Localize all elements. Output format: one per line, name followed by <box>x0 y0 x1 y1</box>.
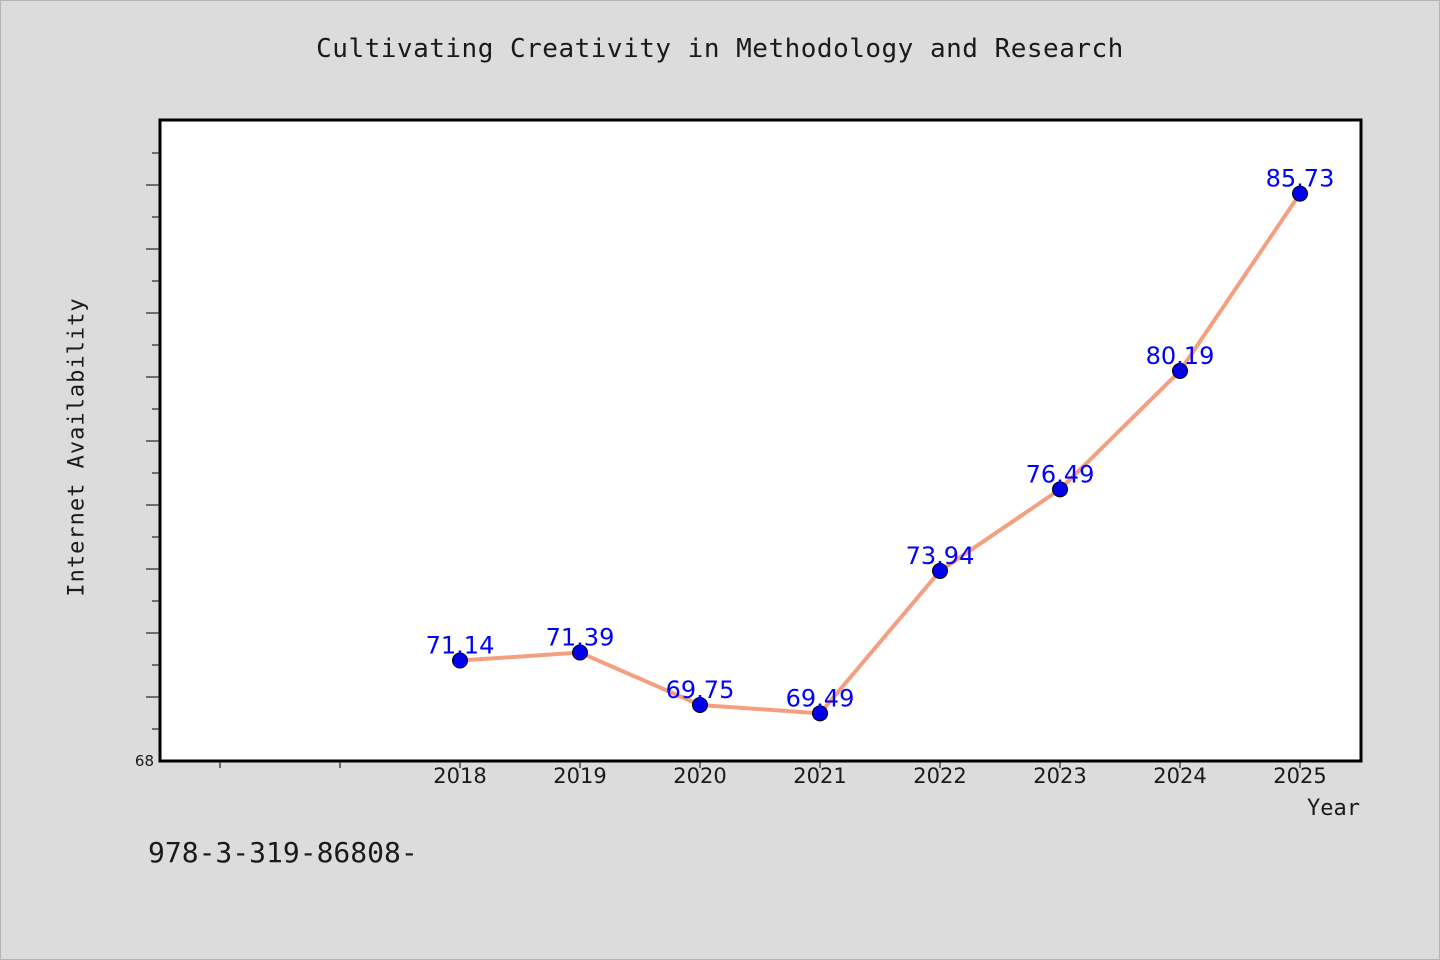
data-point <box>572 644 588 661</box>
x-tick-label: 2024 <box>1153 764 1206 788</box>
data-point <box>1052 481 1068 498</box>
data-label: 69.75 <box>666 676 735 704</box>
series-line <box>458 191 1302 716</box>
x-tick-label: 2021 <box>793 764 846 788</box>
footer-code: 978-3-319-86808- <box>148 836 418 869</box>
data-point <box>1292 185 1308 202</box>
x-tick-label: 2023 <box>1033 764 1086 788</box>
data-point <box>932 562 948 579</box>
data-label: 73.94 <box>906 542 975 570</box>
axis-ticks: 68 2018 2019 2020 2021 2022 2023 2024 2025 <box>135 152 1327 788</box>
x-tick-label: 2019 <box>553 764 606 788</box>
plot-area <box>158 118 1363 763</box>
data-labels-layer: 71.14 71.39 69.75 69.49 73.94 76.49 80.19 85.73 <box>426 165 1335 713</box>
x-tick-label: 2022 <box>913 764 966 788</box>
series-points-layer <box>452 185 1308 722</box>
data-label: 85.73 <box>1266 165 1335 193</box>
data-label: 71.14 <box>426 632 495 660</box>
data-label: 71.39 <box>546 624 615 652</box>
y-tick-label: 68 <box>135 752 154 770</box>
series-line-layer <box>458 191 1302 716</box>
x-axis-label: Year <box>1307 796 1360 821</box>
x-tick-label: 2025 <box>1273 764 1326 788</box>
data-label: 69.49 <box>786 684 855 712</box>
data-label: 80.19 <box>1146 342 1215 370</box>
data-label: 76.49 <box>1026 460 1095 488</box>
chart-title: Cultivating Creativity in Methodology an… <box>316 34 1124 64</box>
data-point <box>1172 362 1188 379</box>
data-point <box>452 652 468 669</box>
data-point <box>812 705 828 722</box>
x-tick-label: 2018 <box>433 764 486 788</box>
data-point <box>692 697 708 713</box>
x-tick-label: 2020 <box>673 764 726 788</box>
